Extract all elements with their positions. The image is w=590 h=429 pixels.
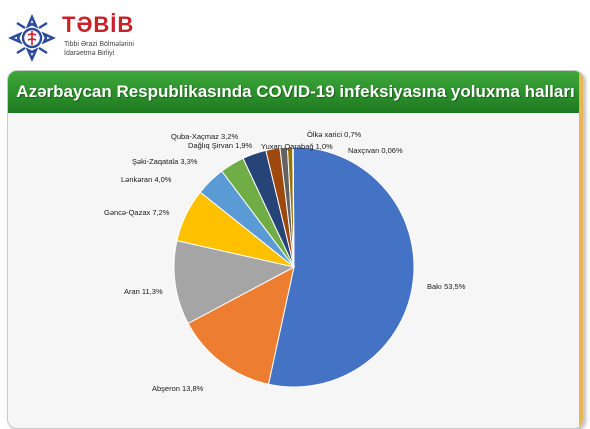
data-label: Gəncə-Qazax 7,2% [104,208,170,217]
pie-slice-abşeron [187,266,295,385]
data-label: Abşeron 13,8% [152,384,204,393]
data-label: Lənkəran 4,0% [121,175,172,184]
brand-subtitle-line1: Tibbi Ərazi Bölmələrini [64,41,134,48]
pie-chart: Bakı 53,5% Abşeron 13,8% Aran 11,3% Gəncə-Q… [104,130,466,393]
chart-title: Azərbaycan Respublikasında COVID-19 infe… [8,71,583,113]
pie-slice-aran [173,240,296,325]
tebib-emblem-icon [8,14,56,62]
tebib-logo: TƏBİB Tibbi Ərazi Bölmələrini İdarəetmə … [8,8,148,66]
data-label: Quba-Xaçmaz 3,2% [171,132,238,141]
brand-name: TƏBİB [62,12,135,37]
data-label: Aran 11,3% [124,287,163,296]
data-label: Şəki-Zaqatala 3,3% [132,157,198,166]
brand-subtitle-line2: İdarəetmə Birliyi [64,50,115,57]
pie-slice-bakı [267,146,415,388]
data-label: Yuxarı Qarabağ 1,0% [261,142,333,151]
data-label: Naxçıvan 0,06% [348,146,403,155]
panel-edge-accent [579,71,583,428]
data-label: Dağlıq Şirvan 1,9% [188,141,253,150]
data-label: Bakı 53,5% [427,282,466,291]
data-label: Ölkə xarici 0,7% [307,130,362,139]
brand-subtitle: Tibbi Ərazi Bölmələrini İdarəetmə Birliy… [64,40,154,58]
chart-panel: Azərbaycan Respublikasında COVID-19 infe… [7,70,584,429]
pie-slice-naxçıvan [292,146,295,268]
pie-slices [173,146,415,388]
